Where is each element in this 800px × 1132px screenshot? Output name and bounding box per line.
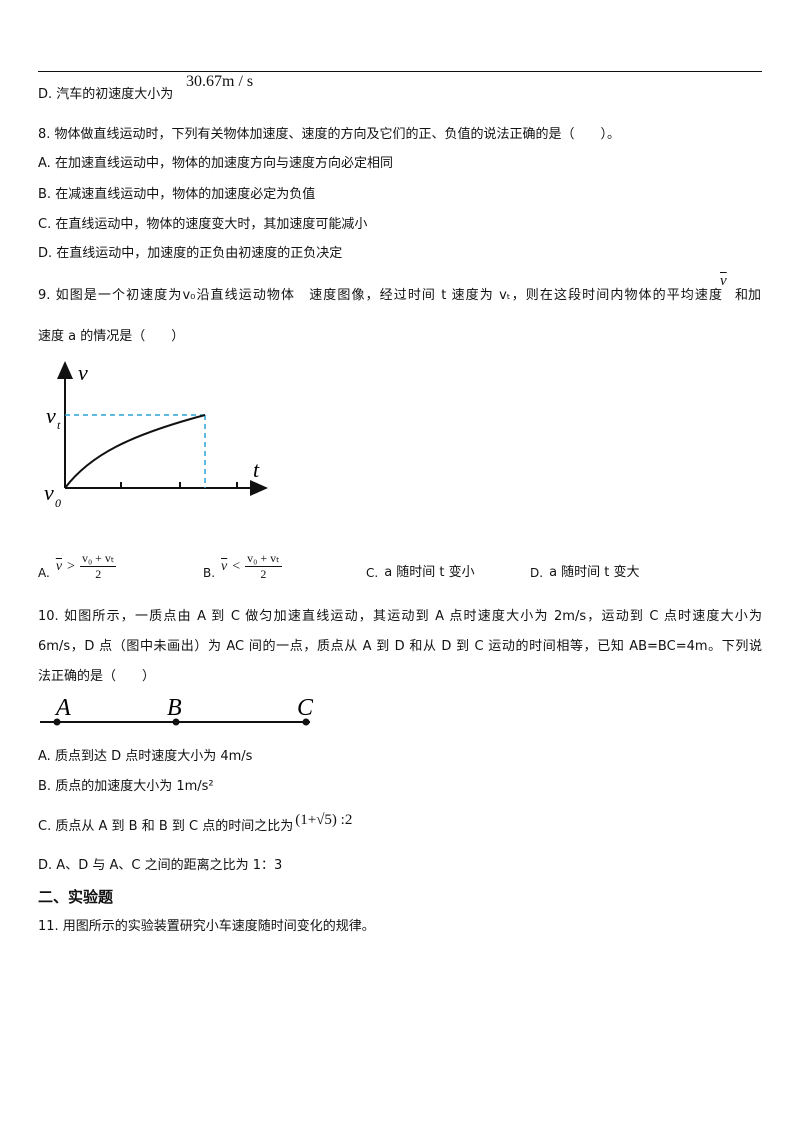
option: D. a 随时间 t 变大 — [530, 538, 640, 582]
v-bar: v — [55, 558, 63, 574]
point-label: C — [297, 695, 314, 721]
section-heading: 二、实验题 — [38, 888, 114, 906]
q9-stem-line: 速度 a 的情况是（ ） — [38, 329, 185, 344]
denominator: 2 — [260, 567, 267, 581]
numerator: v₀ + vₜ — [79, 551, 117, 567]
q7-answer: 30.67m / s — [186, 73, 254, 90]
option: C. 在直线运动中，物体的速度变大时，其加速度可能减小 — [38, 216, 367, 234]
q7-option-d: D. 汽车的初速度大小为 — [38, 86, 173, 104]
option-label: A. — [38, 566, 50, 580]
option-label: A. — [38, 749, 51, 764]
option-label: C. — [38, 819, 52, 834]
option-text: 质点的加速度大小为 1m/s² — [55, 779, 214, 794]
option-label: C. — [366, 566, 379, 580]
option-text: 质点到达 D 点时速度大小为 4m/s — [54, 749, 253, 764]
axis-label: v — [78, 360, 88, 385]
q10-stem-line: 6m/s，D 点（图中未画出）为 AC 间的一点，质点从 A 到 D 和从 D … — [38, 639, 762, 654]
denominator: 2 — [95, 567, 102, 581]
option-text: 在加速直线运动中，物体的加速度方向与速度方向必定相同 — [54, 156, 393, 171]
option-text: 在直线运动中，加速度的正负由初速度的正负决定 — [56, 246, 343, 261]
option-text: 在直线运动中，物体的速度变大时，其加速度可能减小 — [55, 217, 368, 232]
axis-label: v — [44, 480, 54, 505]
operator: < — [232, 558, 241, 574]
option: C. 质点从 A 到 B 和 B 到 C 点的时间之比为 (1+√5) :2 — [38, 812, 352, 836]
numerator: v₀ + vₜ — [245, 551, 282, 567]
option-label: B. — [38, 187, 52, 202]
v-bar: v — [221, 558, 228, 574]
option-label: B. — [38, 779, 52, 794]
option: A. 在加速直线运动中，物体的加速度方向与速度方向必定相同 — [38, 155, 393, 173]
formula: v < v₀ + vₜ 2 — [221, 551, 282, 582]
option: A. v > v₀ + vₜ 2 — [38, 538, 117, 582]
option-label: A. — [38, 156, 51, 171]
q9-v-bar: v — [720, 273, 727, 289]
option-text: 在减速直线运动中，物体的加速度必定为负值 — [55, 187, 316, 202]
option: D. A、D 与 A、C 之间的距离之比为 1：3 — [38, 857, 282, 875]
option: C. a 随时间 t 变小 — [366, 538, 475, 582]
top-rule — [38, 71, 762, 72]
q10-stem-line: 10. 如图所示，一质点由 A 到 C 做匀加速直线运动，其运动到 A 点时速度… — [38, 609, 762, 624]
fraction: v₀ + vₜ 2 — [79, 551, 117, 582]
option-text: a 随时间 t 变小 — [384, 565, 475, 580]
axis-label: v — [46, 403, 56, 428]
q10-stem-line: 法正确的是（ ） — [38, 669, 156, 684]
point-label: A — [54, 695, 71, 721]
option-text: 质点从 A 到 B 和 B 到 C 点的时间之比为 — [55, 819, 294, 834]
option-text: a 随时间 t 变大 — [549, 565, 640, 580]
option-label: C. — [38, 217, 52, 232]
formula: v > v₀ + vₜ 2 — [56, 551, 117, 582]
point-label: B — [167, 695, 182, 721]
option: B. 质点的加速度大小为 1m/s² — [38, 778, 214, 796]
abc-diagram: A B C — [40, 695, 314, 726]
option-label: D. — [530, 566, 544, 580]
vt-graph: v v t t v 0 — [44, 360, 268, 510]
q8-stem: 8. 物体做直线运动时，下列有关物体加速度、速度的方向及它们的正、负值的说法正确… — [38, 127, 621, 142]
option-label: D. — [38, 246, 53, 261]
point — [302, 718, 310, 726]
option: D. 在直线运动中，加速度的正负由初速度的正负决定 — [38, 245, 342, 263]
option: B. v < v₀ + vₜ 2 — [203, 538, 282, 582]
q11-stem: 11. 用图所示的实验装置研究小车速度随时间变化的规律。 — [38, 919, 375, 934]
option-text: A、D 与 A、C 之间的距离之比为 1：3 — [56, 858, 283, 873]
option-label: B. — [203, 566, 216, 580]
curve — [64, 414, 206, 489]
option-text: 汽车的初速度大小为 — [56, 87, 174, 102]
fraction: v₀ + vₜ 2 — [245, 551, 282, 582]
option: B. 在减速直线运动中，物体的加速度必定为负值 — [38, 186, 315, 204]
q9-stem-line: 9. 如图是一个初速度为v₀沿直线运动物体 速度图像，经过时间 t 速度为 vₜ… — [38, 288, 722, 303]
q9-stem-end: 和加 — [735, 288, 762, 303]
option-label: D. — [38, 87, 53, 102]
point — [53, 718, 61, 726]
option-math: (1+√5) :2 — [295, 812, 353, 828]
axis-label: t — [57, 418, 61, 432]
point — [172, 718, 180, 726]
axis-label: 0 — [55, 496, 61, 510]
option-label: D. — [38, 858, 53, 873]
option: A. 质点到达 D 点时速度大小为 4m/s — [38, 748, 252, 766]
axis-label: t — [253, 457, 260, 482]
operator: > — [67, 558, 75, 574]
